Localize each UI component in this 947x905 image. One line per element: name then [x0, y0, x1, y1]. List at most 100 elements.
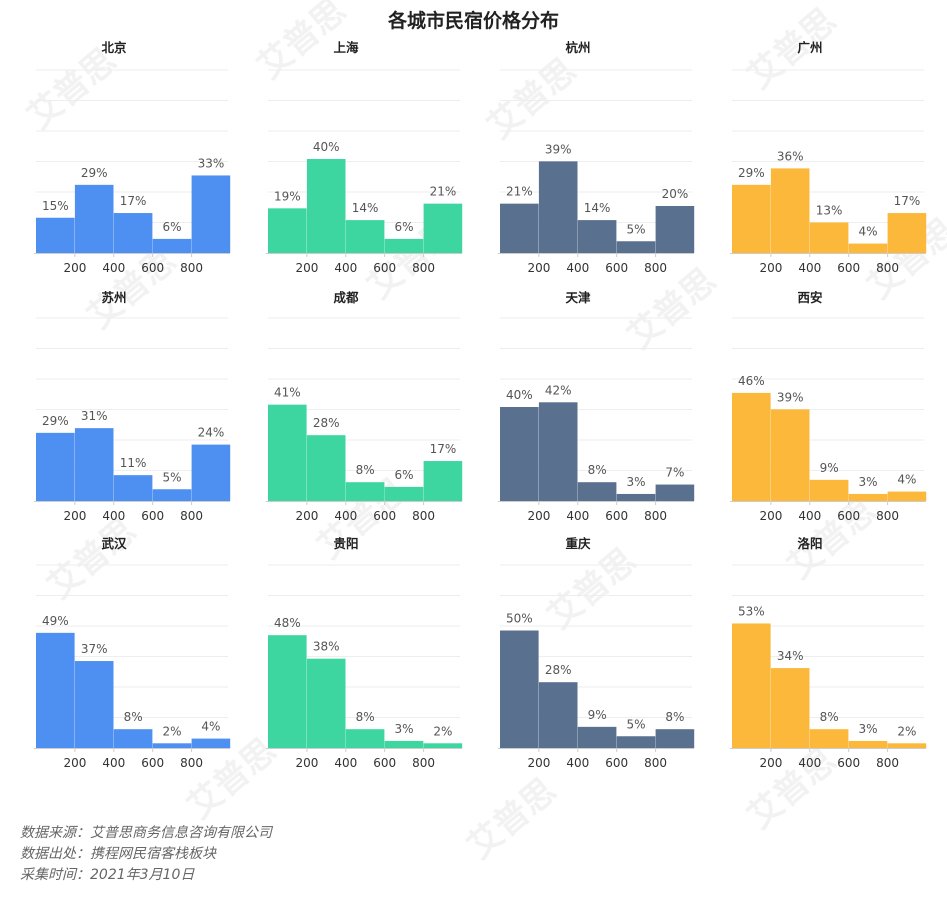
bar-value-label: 14% — [352, 201, 379, 215]
bar-value-label: 8% — [665, 710, 684, 724]
city-chart-panel: 广州 29% 36% 13% 4% 17% 200 400 600 800 — [730, 40, 927, 275]
x-tick-label: 600 — [837, 756, 860, 770]
bar — [423, 203, 463, 253]
x-tick-label: 800 — [412, 509, 435, 523]
bar-value-label: 41% — [274, 386, 301, 400]
bar-value-label: 33% — [198, 156, 225, 170]
city-chart-panel: 成都 41% 28% 8% 6% 17% 200 400 600 800 — [266, 290, 463, 523]
bar-value-label: 42% — [545, 383, 572, 397]
x-tick-label: 600 — [605, 261, 628, 275]
bar — [36, 217, 75, 253]
bar — [306, 435, 346, 501]
bar — [384, 740, 424, 748]
panel-title: 上海 — [333, 40, 359, 55]
city-chart-panel: 贵阳 48% 38% 8% 3% 2% 200 400 600 800 — [266, 536, 463, 770]
bar — [770, 668, 810, 748]
bar-value-label: 29% — [81, 166, 108, 180]
bar — [887, 491, 927, 501]
x-tick-label: 400 — [102, 756, 125, 770]
x-tick-label: 400 — [334, 756, 357, 770]
data-source-notes: 数据来源：艾普思商务信息咨询有限公司 数据出处：携程网民宿客栈板块 采集时间：2… — [20, 823, 272, 886]
bar — [74, 184, 114, 253]
x-tick-label: 800 — [876, 756, 899, 770]
x-tick-label: 600 — [141, 261, 164, 275]
panel-title: 贵阳 — [333, 536, 358, 551]
x-tick-label: 200 — [527, 756, 550, 770]
x-tick-label: 200 — [759, 261, 782, 275]
x-tick-label: 600 — [605, 756, 628, 770]
x-tick-label: 600 — [373, 509, 396, 523]
x-tick-label: 400 — [566, 756, 589, 770]
bar — [191, 175, 231, 253]
x-tick-label: 600 — [373, 261, 396, 275]
bar — [577, 220, 617, 253]
source-line-company: 数据来源：艾普思商务信息咨询有限公司 — [20, 825, 272, 841]
bar-value-label: 5% — [626, 222, 645, 236]
bar-value-label: 17% — [430, 442, 457, 456]
bar-value-label: 21% — [506, 185, 533, 199]
bar-value-label: 28% — [545, 663, 572, 677]
bar — [577, 726, 617, 748]
bar — [268, 635, 307, 748]
x-tick-label: 400 — [798, 509, 821, 523]
x-tick-label: 200 — [527, 261, 550, 275]
bar-value-label: 9% — [588, 708, 607, 722]
bar-value-label: 48% — [274, 616, 301, 630]
x-tick-label: 400 — [102, 509, 125, 523]
bar — [732, 623, 771, 748]
x-tick-label: 400 — [798, 261, 821, 275]
x-tick-label: 200 — [759, 509, 782, 523]
x-tick-label: 400 — [102, 261, 125, 275]
city-chart-panel: 重庆 50% 28% 9% 5% 8% 200 400 600 800 — [498, 536, 695, 770]
bar — [345, 482, 385, 501]
bar-value-label: 29% — [738, 166, 765, 180]
bar — [306, 658, 346, 748]
panel-title: 北京 — [101, 40, 127, 55]
bar — [152, 743, 192, 748]
city-chart-panel: 天津 40% 42% 8% 3% 7% 200 400 600 800 — [498, 290, 695, 523]
bar-value-label: 3% — [626, 475, 645, 489]
city-chart-panel: 北京 15% 29% 17% 6% 33% 200 400 600 800 — [34, 40, 231, 275]
x-tick-label: 600 — [373, 756, 396, 770]
bar — [191, 738, 231, 748]
bar — [538, 402, 578, 501]
bar-value-label: 8% — [124, 710, 143, 724]
source-line-date: 采集时间：2021年3月10日 — [20, 867, 195, 883]
bar — [732, 392, 771, 501]
bar — [500, 630, 539, 748]
x-tick-label: 800 — [180, 509, 203, 523]
panel-title: 杭州 — [565, 40, 590, 55]
bar-value-label: 40% — [313, 140, 340, 154]
x-tick-label: 800 — [876, 509, 899, 523]
bar — [616, 241, 656, 253]
x-tick-label: 200 — [295, 509, 318, 523]
bar-value-label: 4% — [201, 720, 220, 734]
bar — [500, 203, 539, 253]
x-tick-label: 200 — [63, 756, 86, 770]
bar-value-label: 39% — [545, 142, 572, 156]
bar-value-label: 3% — [858, 475, 877, 489]
x-tick-label: 600 — [837, 261, 860, 275]
bar-value-label: 15% — [42, 199, 69, 213]
bar-value-label: 36% — [777, 149, 804, 163]
bar-value-label: 2% — [433, 724, 452, 738]
city-chart-panel: 苏州 29% 31% 11% 5% 24% 200 400 600 800 — [34, 290, 231, 523]
x-tick-label: 200 — [759, 756, 782, 770]
panel-title: 广州 — [797, 40, 822, 55]
x-tick-label: 600 — [605, 509, 628, 523]
x-tick-label: 400 — [334, 261, 357, 275]
bar-value-label: 29% — [42, 414, 69, 428]
bar-value-label: 53% — [738, 604, 765, 618]
bar — [113, 729, 153, 748]
bar — [538, 682, 578, 748]
panel-title: 西安 — [797, 290, 822, 305]
bar — [616, 493, 656, 501]
bar — [152, 238, 192, 253]
panel-title: 洛阳 — [797, 536, 822, 551]
x-tick-label: 400 — [334, 509, 357, 523]
bar — [113, 213, 153, 253]
x-tick-label: 200 — [63, 509, 86, 523]
bar — [268, 208, 307, 253]
bar — [345, 220, 385, 253]
bar — [655, 484, 695, 501]
